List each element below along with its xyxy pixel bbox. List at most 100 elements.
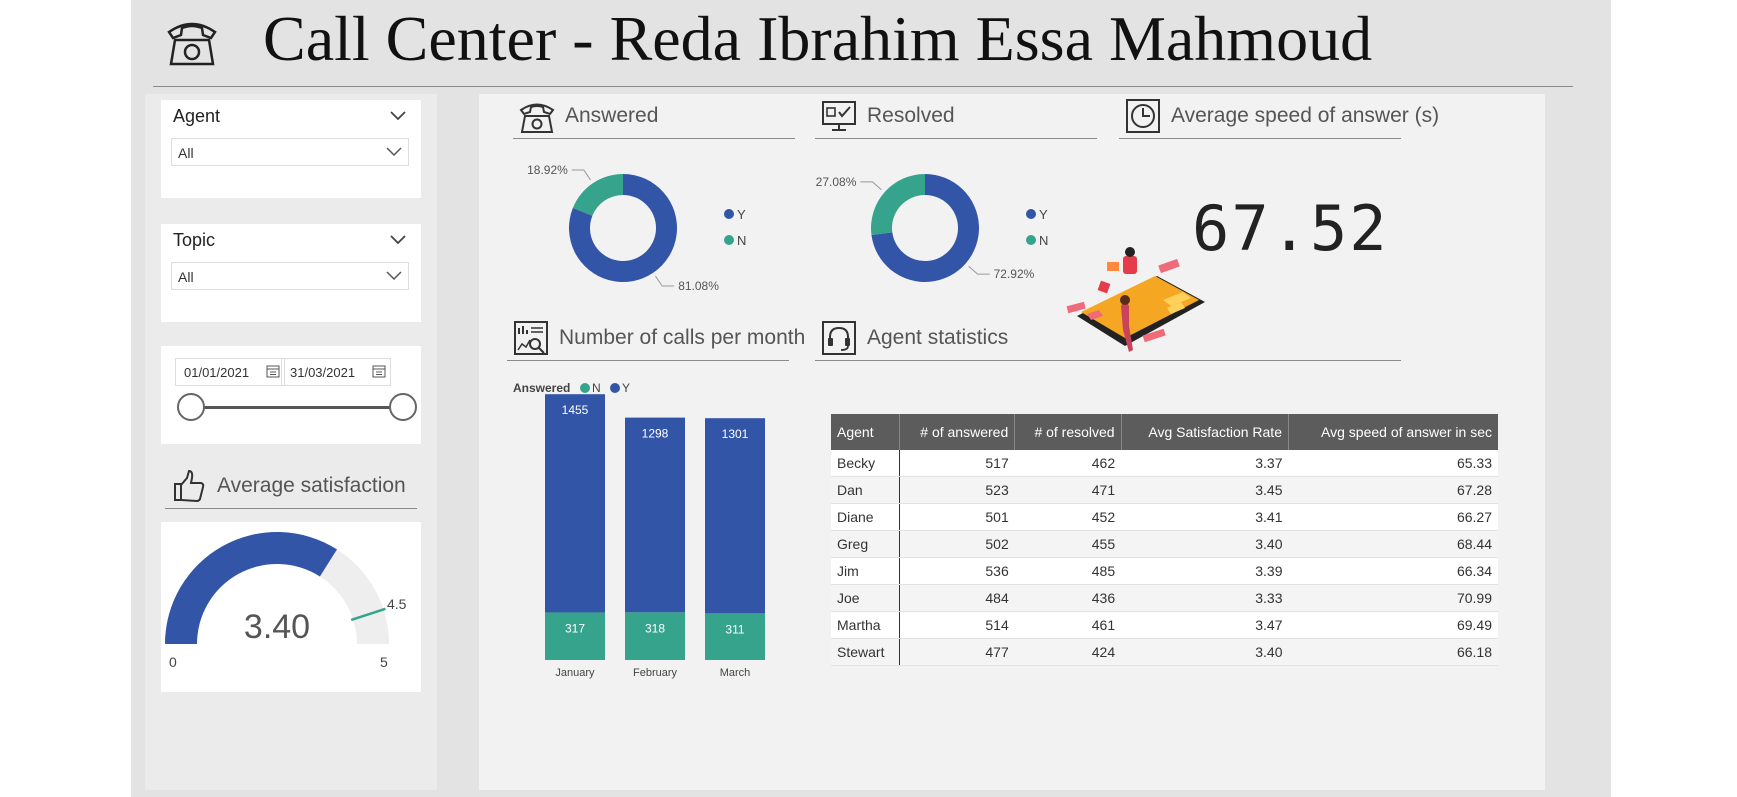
- date-slider-track[interactable]: [191, 406, 403, 409]
- table-cell: 3.47: [1121, 611, 1289, 639]
- table-cell: 66.27: [1288, 503, 1498, 531]
- gauge-max-label: 5: [380, 654, 388, 670]
- date-slider-end-handle[interactable]: [389, 393, 417, 421]
- table-cell: Martha: [831, 611, 900, 639]
- legend-marker: [1026, 235, 1036, 245]
- bar-segment-Y[interactable]: [625, 417, 685, 613]
- legend-label: N: [1039, 233, 1048, 248]
- table-row[interactable]: Dan 523 471 3.45 67.28: [831, 476, 1498, 504]
- satisfaction-gauge-card: 3.40 0 5 4.5: [161, 522, 421, 692]
- table-cell: Jim: [831, 557, 900, 585]
- table-header-row: Agent # of answered # of resolved Avg Sa…: [831, 414, 1498, 450]
- table-cell: 484: [899, 584, 1015, 612]
- table-cell: 3.39: [1121, 557, 1289, 585]
- date-range-slicer: 01/01/2021 31/03/2021: [161, 346, 421, 444]
- table-cell: Diane: [831, 503, 900, 531]
- legend-label: N: [737, 233, 746, 248]
- satisfaction-title: Average satisfaction: [217, 474, 406, 497]
- table-row[interactable]: Martha 514 461 3.47 69.49: [831, 611, 1498, 639]
- table-cell: 455: [1014, 530, 1122, 558]
- legend-label: Y: [622, 381, 630, 395]
- donut-data-label: 81.08%: [678, 279, 719, 293]
- donut-slice-Y[interactable]: [569, 174, 677, 282]
- average-speed-kpi: 67.52: [1192, 192, 1389, 265]
- chevron-down-icon[interactable]: [389, 110, 407, 122]
- donut-slice-N[interactable]: [572, 174, 623, 216]
- legend-marker: [1026, 209, 1036, 219]
- table-cell: Joe: [831, 584, 900, 612]
- resolved-header: Resolved: [815, 94, 1097, 139]
- agent-slicer-title: Agent: [173, 106, 221, 126]
- bar-segment-Y[interactable]: [705, 418, 765, 614]
- table-header[interactable]: Avg speed of answer in sec: [1288, 414, 1498, 450]
- calls-per-month-chart: Answered N Y 317 1455 January 318 1298 February…: [513, 381, 765, 679]
- calendar-icon[interactable]: [266, 364, 280, 378]
- donut-leader-line: [655, 275, 675, 287]
- chevron-down-icon[interactable]: [389, 234, 407, 246]
- donut-leader-line: [571, 169, 591, 181]
- table-header[interactable]: Avg Satisfaction Rate: [1120, 414, 1289, 450]
- bar-data-label: 1455: [562, 403, 589, 417]
- table-cell: 485: [1014, 557, 1122, 585]
- bar-segment-N[interactable]: [625, 612, 685, 660]
- table-row[interactable]: Becky 517 462 3.37 65.33: [831, 450, 1498, 477]
- main-panel: Answered Resolved Average speed of answe…: [479, 94, 1545, 790]
- topic-dropdown-value: All: [178, 269, 194, 285]
- table-cell: Greg: [831, 530, 900, 558]
- title-bar: Call Center - Reda Ibrahim Essa Mahmoud: [153, 0, 1573, 87]
- start-date-input[interactable]: 01/01/2021: [175, 358, 285, 386]
- donut-slice-Y[interactable]: [871, 174, 979, 282]
- donut-slice-N[interactable]: [871, 174, 925, 236]
- legend-marker: [724, 235, 734, 245]
- table-row[interactable]: Stewart 477 424 3.40 66.18: [831, 638, 1498, 666]
- bar-segment-N[interactable]: [705, 613, 765, 660]
- bar-segment-N[interactable]: [545, 612, 605, 660]
- monitor-check-icon: [822, 101, 856, 131]
- table-cell: Stewart: [831, 638, 900, 666]
- table-row[interactable]: Diane 501 452 3.41 66.27: [831, 503, 1498, 531]
- report-chart-icon: [514, 321, 548, 355]
- topic-dropdown[interactable]: All: [171, 262, 409, 290]
- table-cell: Becky: [831, 450, 900, 477]
- bar-segment-Y[interactable]: [545, 394, 605, 613]
- calendar-icon[interactable]: [372, 364, 386, 378]
- x-tick-label: January: [555, 667, 595, 679]
- table-row[interactable]: Joe 484 436 3.33 70.99: [831, 584, 1498, 612]
- table-cell: 70.99: [1288, 584, 1498, 612]
- gauge-min-label: 0: [169, 654, 177, 670]
- table-cell: 477: [899, 638, 1015, 666]
- resolved-donut-chart: 72.92% 27.08% YN: [816, 174, 1048, 282]
- table-cell: 514: [899, 611, 1015, 639]
- donut-leader-line: [968, 265, 990, 275]
- speed-header: Average speed of answer (s): [1119, 94, 1439, 139]
- legend-title: Answered: [513, 381, 570, 395]
- x-tick-label: March: [720, 667, 751, 679]
- report-canvas: Call Center - Reda Ibrahim Essa Mahmoud …: [131, 0, 1611, 797]
- legend-label: Y: [1039, 207, 1048, 222]
- agent-stats-header: Agent statistics: [815, 316, 1401, 361]
- agent-dropdown[interactable]: All: [171, 138, 409, 166]
- bar-data-label: 1301: [722, 427, 749, 441]
- table-header[interactable]: # of resolved: [1014, 414, 1122, 450]
- end-date-input[interactable]: 31/03/2021: [281, 358, 391, 386]
- end-date-value: 31/03/2021: [290, 365, 356, 380]
- table-header[interactable]: # of answered: [898, 414, 1015, 450]
- table-row[interactable]: Greg 502 455 3.40 68.44: [831, 530, 1498, 558]
- table-cell: 462: [1014, 450, 1122, 477]
- table-cell: 67.28: [1288, 476, 1498, 504]
- table-cell: 3.37: [1121, 450, 1289, 477]
- satisfaction-header: Average satisfaction: [165, 464, 417, 509]
- answered-title: Answered: [565, 104, 659, 127]
- table-cell: 461: [1014, 611, 1122, 639]
- bar-data-label: 317: [565, 621, 585, 635]
- legend-marker: [610, 383, 620, 393]
- donut-data-label: 72.92%: [994, 267, 1035, 281]
- thumbs-up-icon: [174, 469, 205, 503]
- chevron-down-icon: [386, 147, 402, 157]
- table-header[interactable]: Agent: [831, 414, 900, 450]
- table-row[interactable]: Jim 536 485 3.39 66.34: [831, 557, 1498, 585]
- table-cell: 536: [899, 557, 1015, 585]
- clock-icon: [1126, 99, 1160, 133]
- answered-header: Answered: [513, 94, 795, 139]
- date-slider-start-handle[interactable]: [177, 393, 205, 421]
